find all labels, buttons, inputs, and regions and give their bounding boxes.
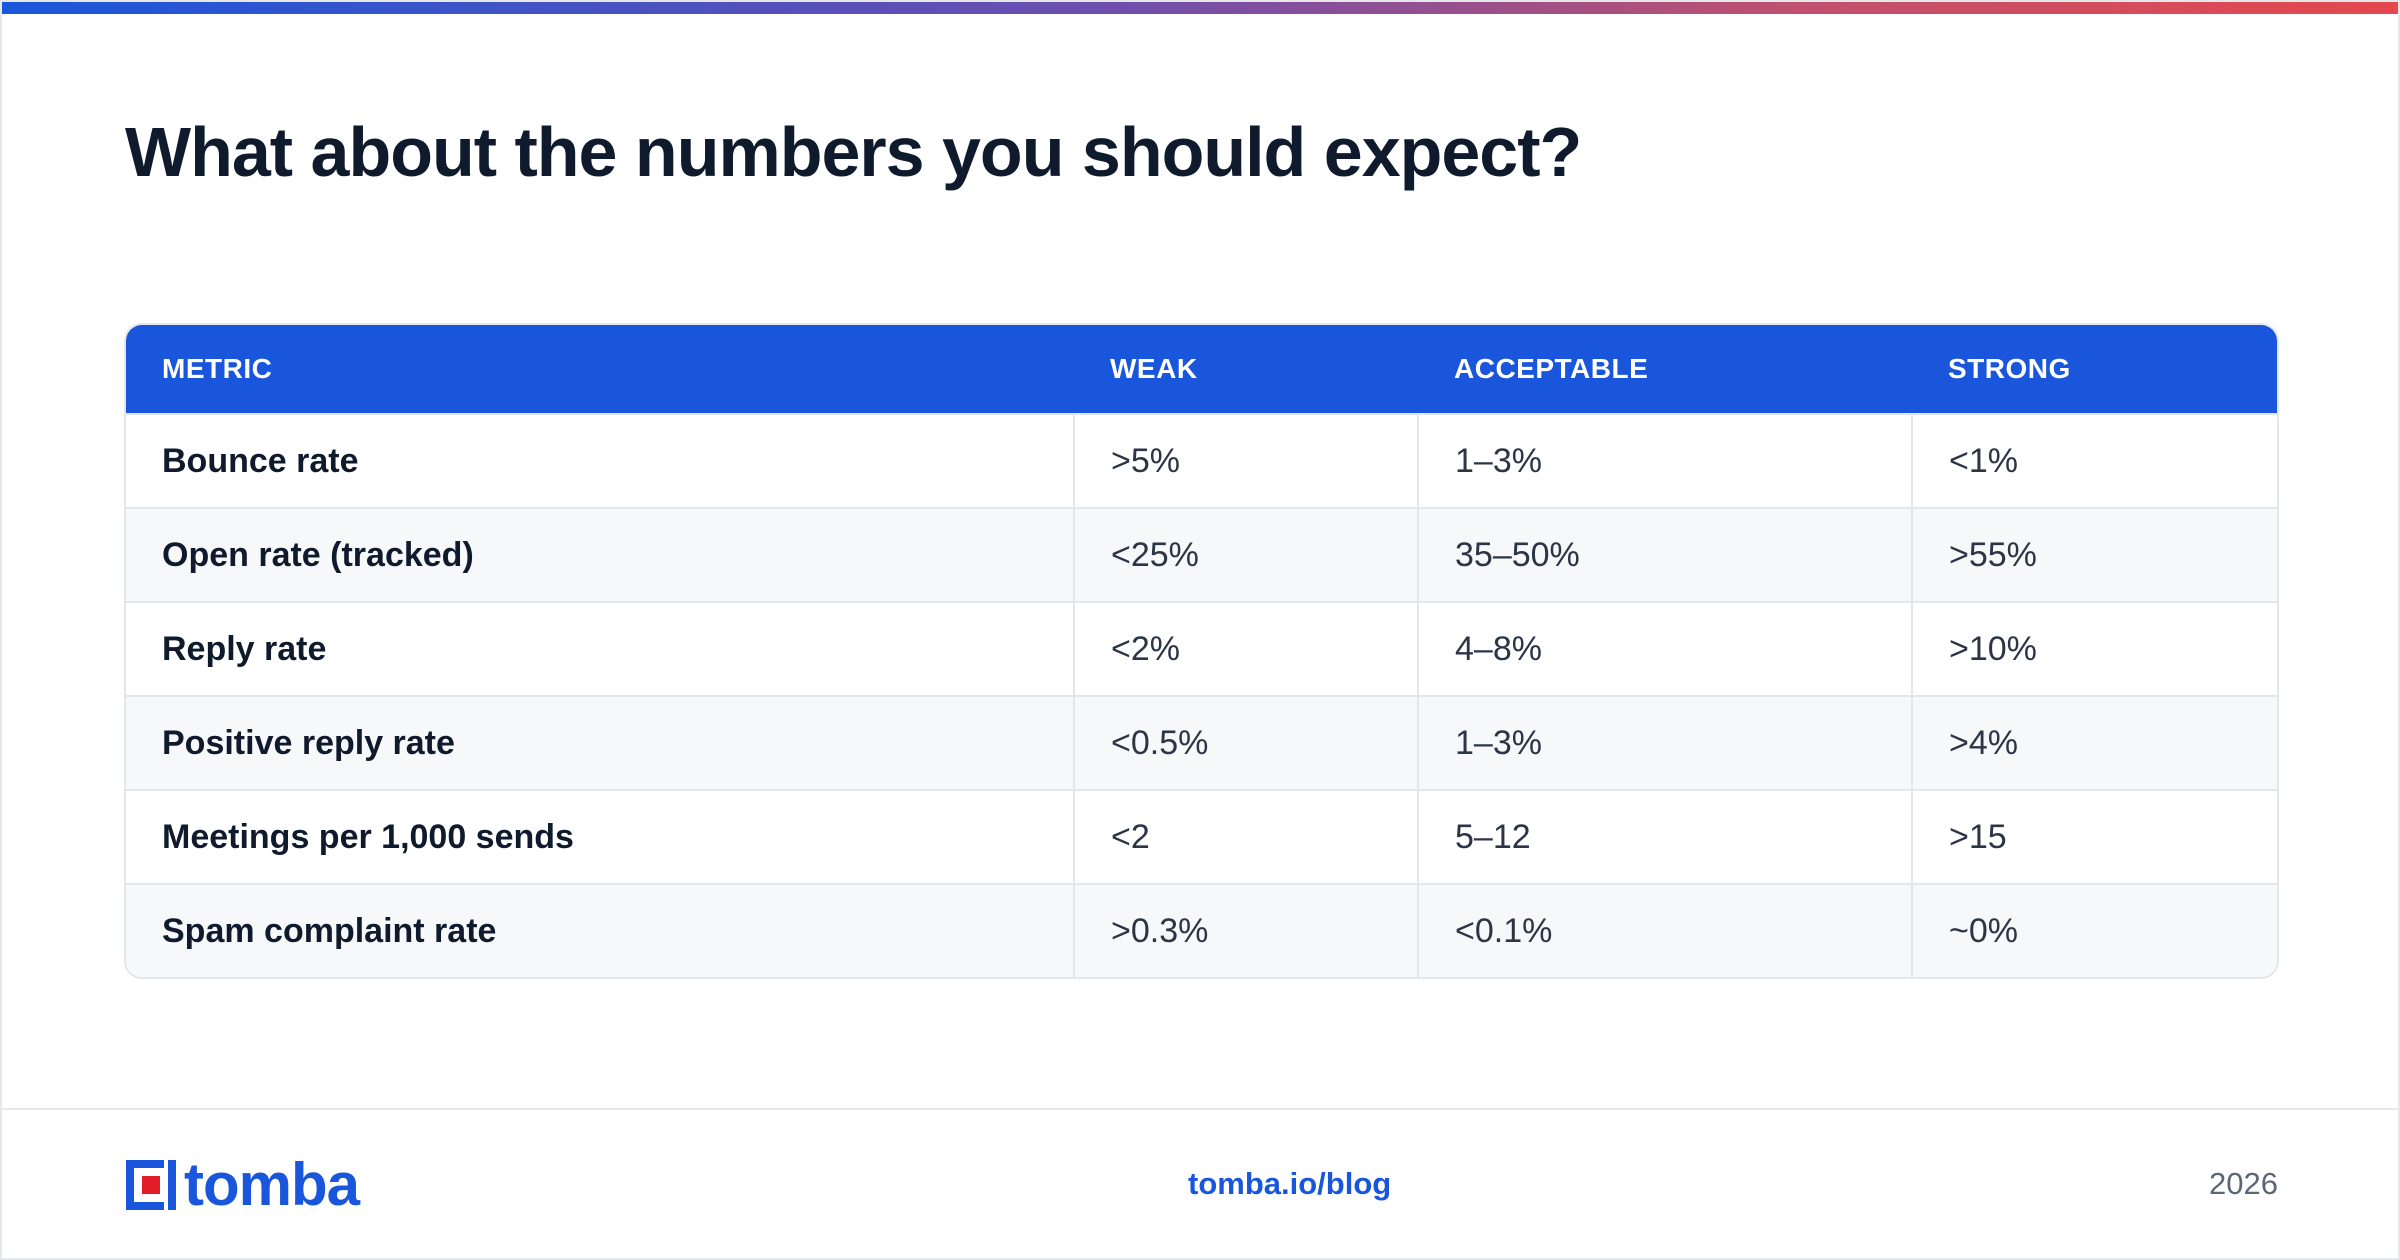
weak-cell: >0.3% [1073,884,1418,977]
acceptable-cell: 1–3% [1417,414,1912,508]
blog-link[interactable]: tomba.io/blog [1188,1166,1392,1201]
table-row: Meetings per 1,000 sends <2 5–12 >15 [126,790,2277,884]
table-row: Bounce rate >5% 1–3% <1% [126,414,2277,508]
weak-cell: <2% [1073,602,1418,696]
weak-cell: <25% [1073,508,1418,602]
metric-name-cell: Open rate (tracked) [162,535,474,574]
footer-divider [2,1108,2398,1110]
tomba-logo-icon [126,1160,176,1210]
acceptable-cell: 1–3% [1417,696,1912,790]
gradient-top-bar [2,2,2398,14]
column-header-acceptable: ACCEPTABLE [1454,353,1649,384]
weak-cell: <0.5% [1073,696,1418,790]
metric-name-cell: Positive reply rate [162,723,455,762]
column-header-strong: STRONG [1948,353,2071,384]
logo-wordmark: tomba [184,1151,360,1218]
weak-cell: >5% [1073,414,1418,508]
column-header-weak: WEAK [1110,353,1198,384]
tomba-logo[interactable]: tomba [124,1151,360,1218]
table-row: Open rate (tracked) <25% 35–50% >55% [126,508,2277,602]
strong-cell: >15 [1911,790,2277,884]
table-row: Positive reply rate <0.5% 1–3% >4% [126,696,2277,790]
strong-cell: >10% [1911,602,2277,696]
metrics-table: METRIC WEAK ACCEPTABLE STRONG Bounce rat… [124,323,2279,979]
column-header-metric: METRIC [162,353,273,384]
acceptable-cell: 4–8% [1417,602,1912,696]
metric-name-cell: Reply rate [162,629,327,668]
acceptable-cell: 5–12 [1417,790,1912,884]
metric-name-cell: Meetings per 1,000 sends [162,817,574,856]
metric-name-cell: Spam complaint rate [162,912,497,950]
metric-name-cell: Bounce rate [162,441,359,480]
table-row: Reply rate <2% 4–8% >10% [126,602,2277,696]
strong-cell: >4% [1911,696,2277,790]
weak-cell: <2 [1073,790,1418,884]
footer-year: 2026 [2209,1166,2278,1201]
strong-cell: ~0% [1911,884,2277,977]
strong-cell: <1% [1911,414,2277,508]
acceptable-cell: <0.1% [1417,884,1912,977]
page-title: What about the numbers you should expect… [125,113,1582,191]
acceptable-cell: 35–50% [1417,508,1912,602]
table-row: Spam complaint rate >0.3% <0.1% ~0% [126,884,2277,977]
strong-cell: >55% [1911,508,2277,602]
table-header-row: METRIC WEAK ACCEPTABLE STRONG [126,325,2277,414]
